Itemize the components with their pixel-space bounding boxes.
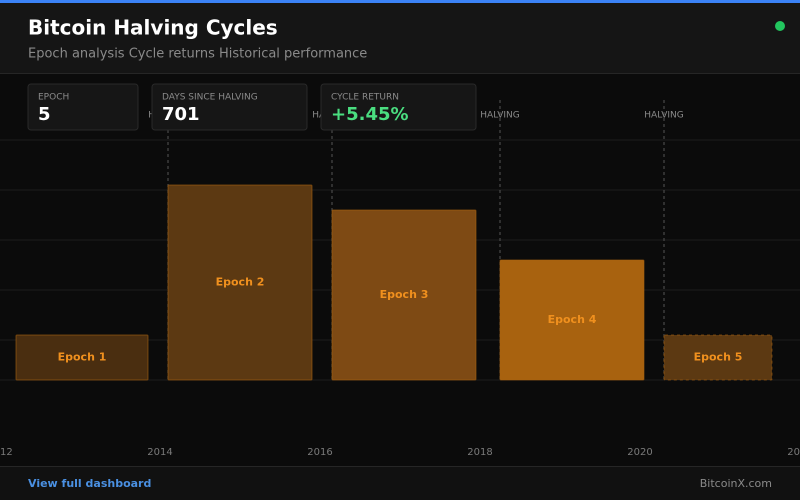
bar-label: Epoch 5 [694,351,743,364]
x-tick-label: 2018 [467,447,492,458]
chart: 201220142016201820202022HALVINGHALVINGHA… [0,100,800,458]
bar-label: Epoch 1 [58,351,107,364]
dashboard-link[interactable]: View full dashboard [28,477,151,490]
x-tick-label: 2022 [787,447,800,458]
bar-label: Epoch 4 [548,313,597,326]
stat-card [27,83,139,131]
x-tick-label: 2020 [627,447,652,458]
stat-card [151,83,308,131]
brand: BitcoinX.com [700,477,772,490]
stat-card [320,83,477,131]
bar-label: Epoch 3 [380,288,429,301]
halving-label: HALVING [644,111,683,121]
footer [0,466,800,500]
title: Bitcoin Halving Cycles [28,16,278,40]
halving-label: HALVING [480,111,519,121]
stat-value: 701 [162,104,200,125]
x-tick-label: 2014 [147,447,172,458]
stat-value: 5 [38,104,51,125]
bar [331,209,477,381]
stat-label: DAYS SINCE HALVING [162,93,258,103]
bar [15,334,149,381]
bar [663,334,773,381]
x-tick-label: 2012 [0,447,13,458]
stat-label: EPOCH [38,93,69,103]
header [0,0,800,73]
accent-bar [0,0,800,3]
bar-label: Epoch 2 [216,276,265,289]
x-tick-label: 2016 [307,447,332,458]
stat-value: +5.45% [331,104,409,125]
bar [499,259,645,381]
subtitle: Epoch analysis Cycle returns Historical … [28,47,367,62]
status-dot [775,21,785,31]
bar [167,184,313,381]
stat-label: CYCLE RETURN [331,93,399,103]
